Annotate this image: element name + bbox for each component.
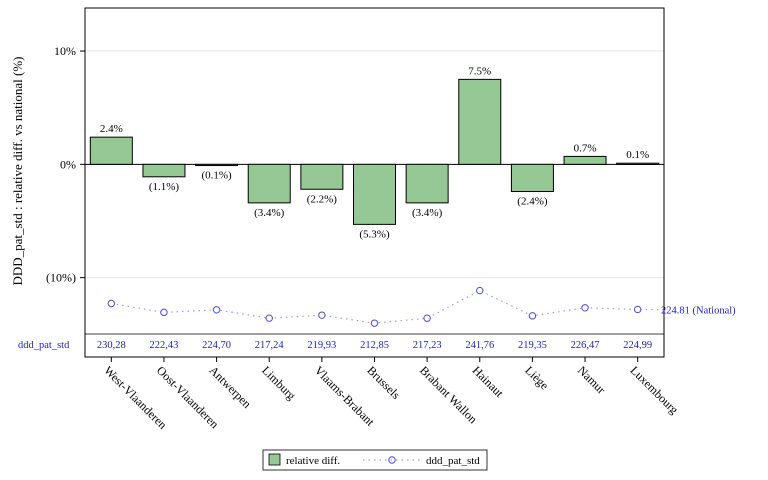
ddd-point — [107, 299, 116, 308]
ddd-point — [265, 314, 273, 322]
legend-line-label: ddd_pat_std — [426, 455, 480, 467]
table-row-label: ddd_pat_std — [18, 340, 70, 351]
x-category-label: Namur — [575, 363, 608, 396]
ddd-table-value: 224,70 — [202, 340, 231, 351]
ddd-point — [581, 304, 589, 312]
ddd-point — [318, 311, 326, 319]
bar-series — [89, 78, 660, 225]
bar — [247, 163, 291, 204]
y-tick-label: 0% — [60, 157, 76, 171]
bar-data-label: (3.4%) — [412, 207, 443, 219]
bar-data-label: (0.1%) — [201, 169, 232, 181]
ddd-series-line — [111, 289, 669, 324]
ddd-point — [160, 308, 168, 317]
legend: relative diff. ddd_pat_std — [262, 449, 488, 471]
bar — [142, 163, 186, 178]
bar-data-label: 0.7% — [574, 142, 597, 154]
bar — [405, 163, 449, 204]
ddd-series-points — [107, 286, 642, 327]
bar-data-label: (3.4%) — [254, 207, 285, 219]
bar-data-label: (2.2%) — [307, 193, 338, 205]
ddd-point — [476, 286, 484, 295]
ddd-table-value: 219,93 — [307, 340, 336, 351]
legend-bar-label: relative diff. — [286, 455, 340, 467]
bar — [300, 163, 344, 190]
national-value-label: 224.81 (National) — [661, 306, 736, 317]
bar — [510, 163, 554, 193]
bar-data-label: (1.1%) — [149, 181, 180, 193]
ddd-point — [423, 314, 431, 322]
x-category-label: Liège — [522, 363, 551, 392]
ddd-table-values: 230,28 222,43 224,70 217,24 219,93 212,85 217,… — [97, 340, 652, 362]
ddd-table-value: 224,99 — [623, 340, 652, 351]
bar-data-label: 7.5% — [468, 65, 491, 77]
ddd-point — [633, 305, 642, 314]
bar — [458, 78, 502, 165]
bar — [353, 163, 396, 225]
y-tick-label: 10% — [54, 44, 76, 58]
ddd-table-value: 217,23 — [413, 340, 442, 351]
ddd-table-value: 219,35 — [518, 340, 547, 351]
ddd-table-value: 222,43 — [150, 340, 179, 351]
bar — [89, 136, 133, 165]
gridlines — [85, 50, 664, 279]
ddd-table-value: 226,47 — [571, 340, 600, 351]
bar-data-label: 2.4% — [100, 123, 123, 135]
y-axis-label: DDD_pat_std : relative diff. vs national… — [10, 56, 25, 285]
bar-data-label: (5.3%) — [359, 228, 390, 240]
bar — [195, 163, 239, 167]
x-category-label: Antwerpen — [206, 363, 254, 411]
y-axis-ticks: 10% 0% (10%) — [46, 44, 85, 285]
ddd-point — [212, 306, 221, 314]
x-category-label: Luxembourg — [628, 363, 682, 417]
x-category-label: Brussels — [364, 363, 403, 402]
y-tick-label: (10%) — [46, 271, 76, 285]
x-category-label: Limburg — [259, 363, 298, 402]
bar-data-label: (2.4%) — [517, 196, 548, 208]
bar-data-labels: 2.4% (1.1%) (0.1%) (3.4%) (2.2%) (5.3%) (3.4%)… — [100, 65, 649, 240]
legend-bar-swatch — [268, 453, 281, 466]
ddd-table-value: 230,28 — [97, 340, 126, 351]
ddd-table-value: 241,76 — [465, 340, 494, 351]
bar-data-label: 0.1% — [626, 149, 649, 161]
plot-frame — [84, 7, 665, 358]
ddd-point — [528, 312, 537, 320]
bar — [563, 155, 607, 165]
legend-point-swatch — [388, 456, 396, 464]
ddd-table-value: 212,85 — [360, 340, 389, 351]
ddd-table-value: 217,24 — [255, 340, 285, 351]
ddd-point — [370, 319, 379, 327]
x-category-label: Hainaut — [470, 363, 507, 400]
bar — [616, 162, 660, 165]
